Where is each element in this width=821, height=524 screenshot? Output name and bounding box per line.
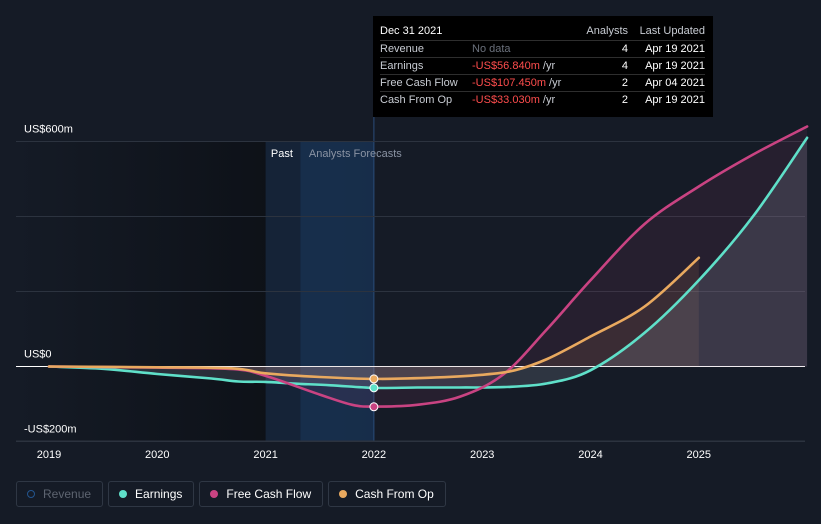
- x-tick-label: 2023: [470, 449, 494, 461]
- series-line-cash-from-op: [47, 256, 701, 381]
- tooltip-last-updated: Apr 19 2021: [645, 94, 705, 106]
- tooltip-value-unit: /yr: [539, 60, 556, 72]
- legend-item-revenue[interactable]: Revenue: [16, 481, 104, 507]
- tooltip-value-text: -US$56.840m: [472, 60, 540, 72]
- series-line-earnings: [47, 136, 809, 390]
- tooltip-row: Earnings -US$56.840m /yr 4 Apr 19 2021: [380, 57, 705, 75]
- tooltip-analyst-count: 2: [621, 77, 628, 89]
- tooltip-analyst-count: 4: [621, 43, 628, 55]
- tooltip-value-unit: /yr: [539, 94, 556, 106]
- chart-series: [47, 125, 809, 412]
- tooltip-value-text: -US$33.030m: [472, 94, 540, 106]
- y-tick-label: US$600m: [24, 124, 73, 136]
- legend-label: Revenue: [43, 487, 92, 501]
- tooltip-value-text: No data: [472, 43, 511, 55]
- tooltip-metric-value: -US$33.030m /yr: [472, 94, 555, 106]
- series-area-earnings: [49, 137, 808, 389]
- tooltip-row: Revenue No data 4 Apr 19 2021: [380, 40, 705, 58]
- y-tick-label: -US$200m: [24, 424, 77, 436]
- legend-label: Cash From Op: [355, 487, 434, 501]
- tooltip-last-updated: Apr 04 2021: [645, 77, 705, 89]
- legend-dot-icon: [27, 490, 35, 498]
- tooltip-metric-value: -US$56.840m /yr: [472, 60, 555, 72]
- legend-dot-icon: [210, 490, 219, 498]
- legend-dot-icon: [339, 490, 348, 498]
- marker-earnings: [369, 383, 379, 393]
- tooltip-analysts-header: Analysts: [586, 25, 628, 37]
- x-tick-label: 2025: [687, 449, 711, 461]
- marker-free-cash-flow: [369, 402, 379, 412]
- legend-dot-icon: [119, 490, 128, 498]
- tooltip-metric-name: Free Cash Flow: [380, 77, 458, 89]
- legend-item-free-cash-flow[interactable]: Free Cash Flow: [199, 481, 324, 507]
- tooltip-last-updated: Apr 19 2021: [645, 43, 705, 55]
- x-tick-label: 2019: [37, 449, 61, 461]
- tooltip-value-text: -US$107.450m: [472, 77, 546, 89]
- x-tick-label: 2021: [253, 449, 277, 461]
- legend-label: Free Cash Flow: [226, 487, 312, 501]
- legend-item-cash-from-op[interactable]: Cash From Op: [328, 481, 446, 507]
- marker-cash-from-op: [369, 374, 379, 384]
- tooltip-date: Dec 31 2021: [380, 25, 443, 37]
- tooltip-metric-value: -US$107.450m /yr: [472, 77, 561, 89]
- tooltip-row: Cash From Op -US$33.030m /yr 2 Apr 19 2021: [380, 91, 705, 109]
- tooltip-metric-name: Revenue: [380, 43, 425, 55]
- x-tick-label: 2020: [145, 449, 169, 461]
- chart-legend: Revenue Earnings Free Cash Flow Cash From O…: [16, 481, 446, 509]
- legend-label: Earnings: [135, 487, 183, 501]
- tooltip-row: Free Cash Flow -US$107.450m /yr 2 Apr 04 20…: [380, 74, 705, 92]
- y-tick-label: US$0: [24, 349, 52, 361]
- chart-labels: US$600m US$0 -US$200m 2019 2020 2021 2022 2023 2…: [24, 124, 711, 462]
- tooltip-metric-value: No data: [472, 43, 511, 55]
- forecast-label: Analysts Forecasts: [309, 148, 402, 160]
- tooltip-last-updated: Apr 19 2021: [645, 60, 705, 72]
- series-area-free-cash-flow: [49, 126, 808, 407]
- x-tick-label: 2022: [362, 449, 386, 461]
- x-tick-label: 2024: [578, 449, 602, 461]
- tooltip-updated-header: Last Updated: [639, 25, 705, 37]
- legend-item-earnings[interactable]: Earnings: [108, 481, 195, 507]
- tooltip-metric-name: Cash From Op: [380, 94, 453, 106]
- tooltip-metric-name: Earnings: [380, 60, 424, 72]
- tooltip-analyst-count: 2: [621, 94, 628, 106]
- past-label: Past: [271, 148, 293, 160]
- tooltip-header: Dec 31 2021 Analysts Last Updated: [380, 25, 705, 39]
- data-tooltip: Dec 31 2021 Analysts Last Updated Revenu…: [373, 16, 713, 117]
- tooltip-value-unit: /yr: [546, 77, 562, 89]
- tooltip-analyst-count: 4: [621, 60, 628, 72]
